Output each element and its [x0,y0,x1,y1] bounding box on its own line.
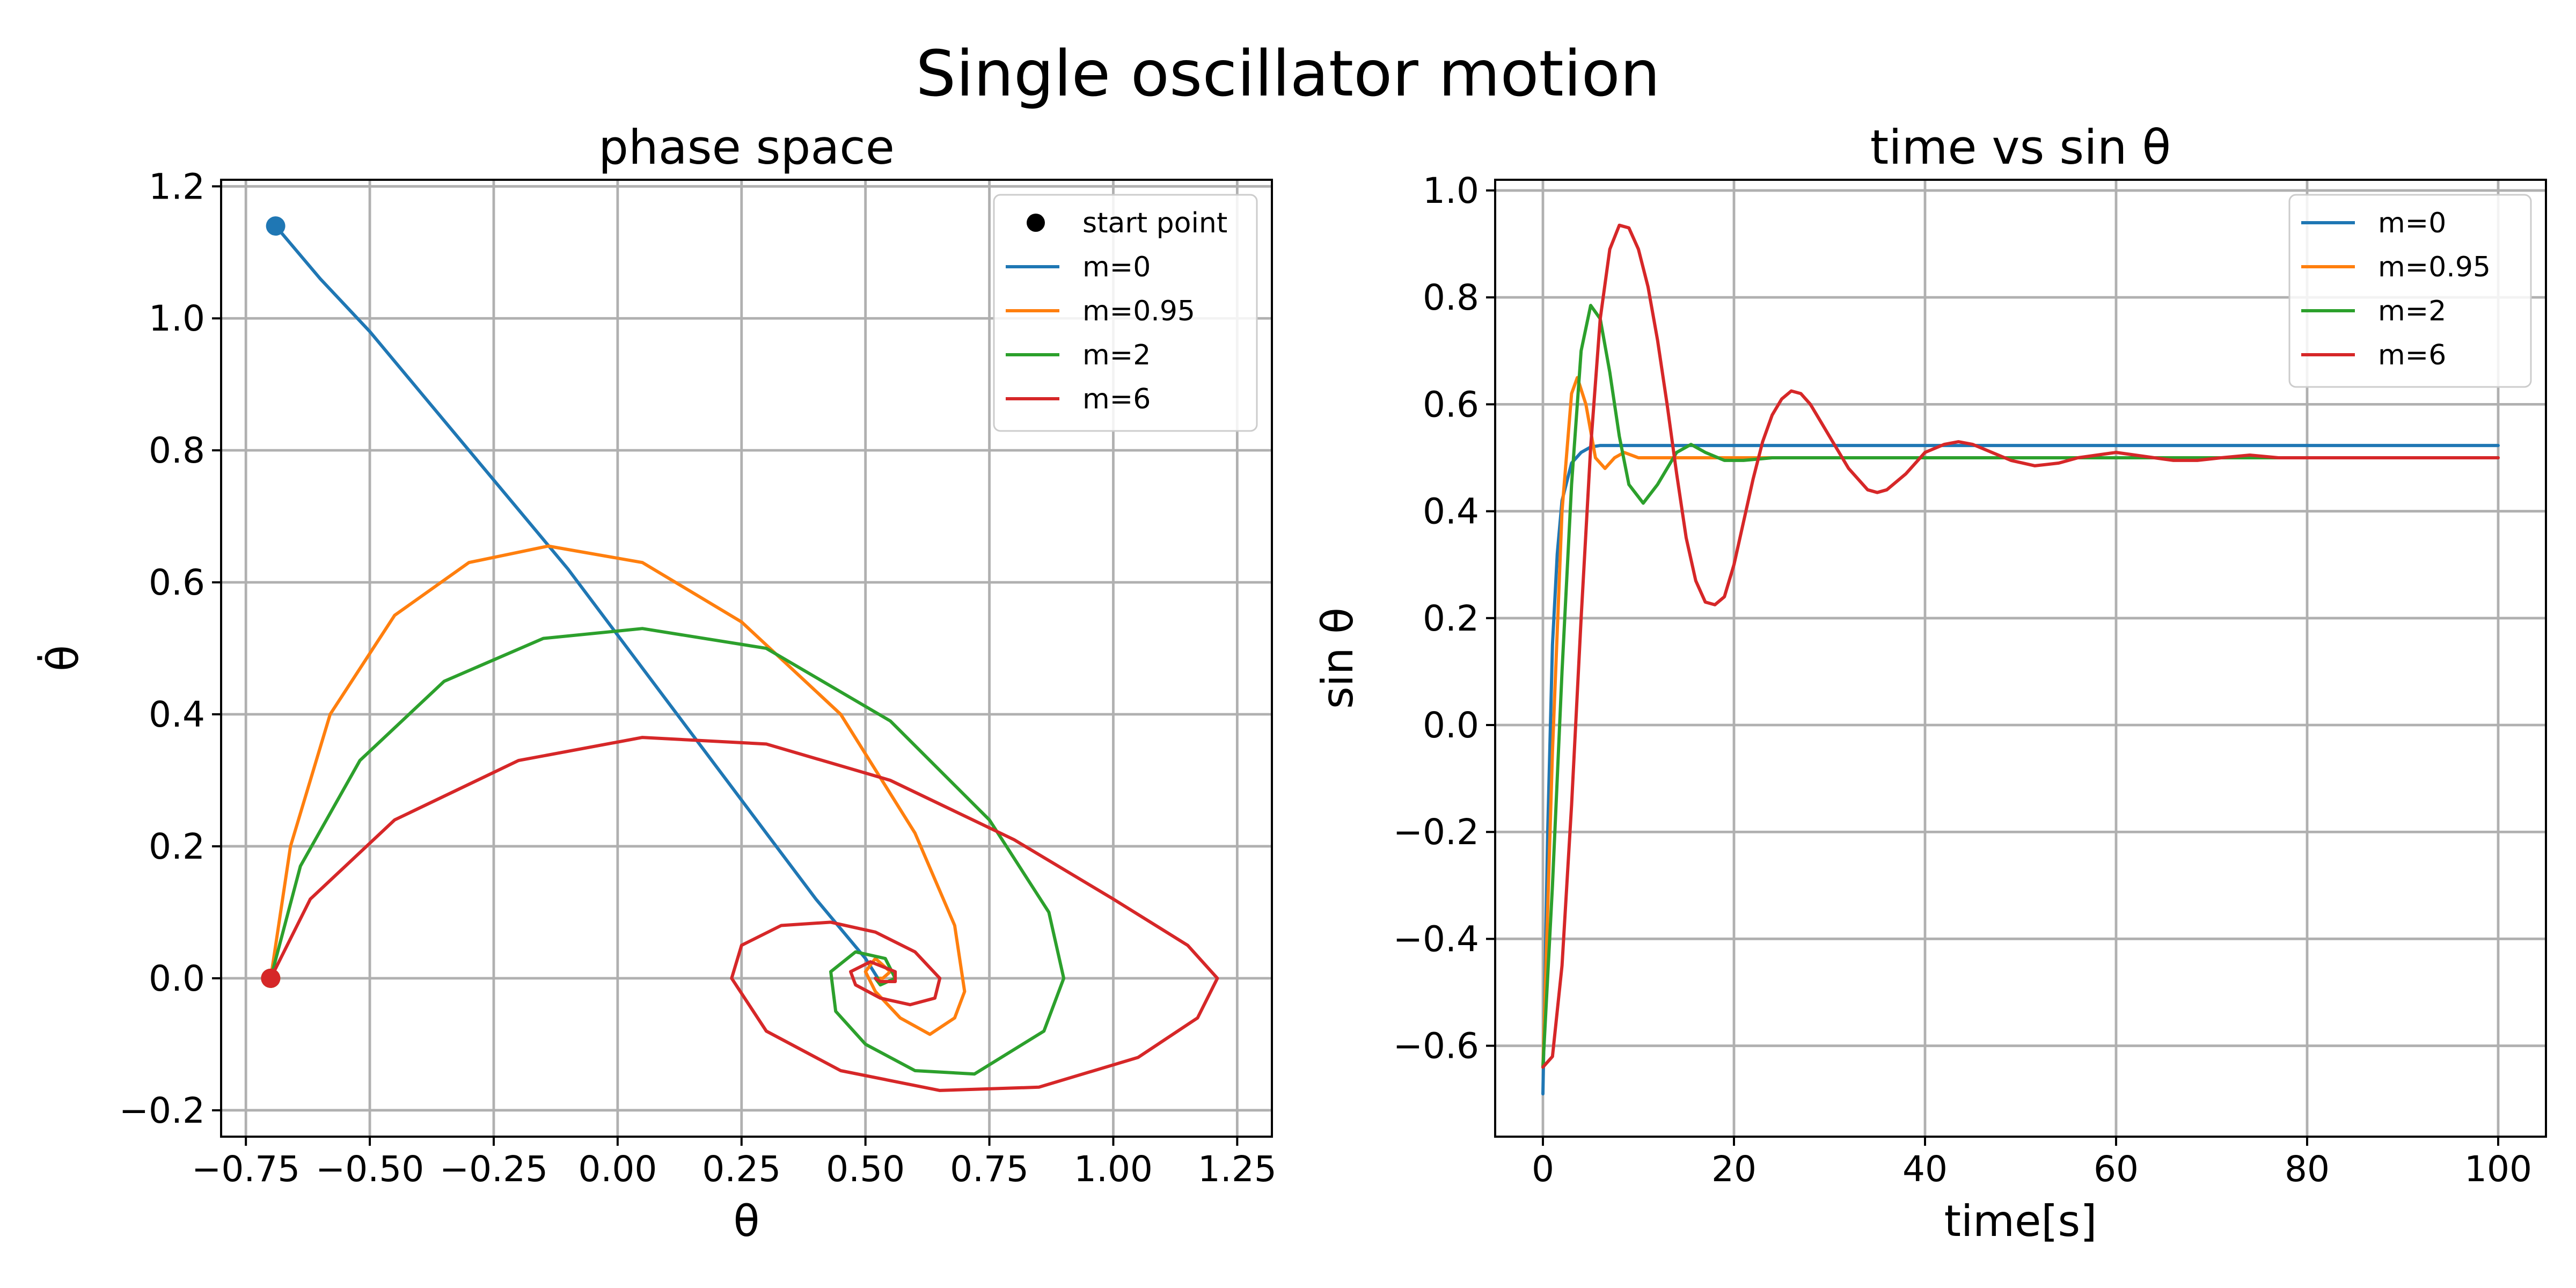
x-tick-label: 20 [1711,1148,1757,1190]
series-line-m-0-95 [1541,376,2500,1069]
x-tick-label: 0.50 [826,1148,905,1190]
y-tick-label: 0.0 [1423,705,1479,746]
x-axis-label: time[s] [1944,1196,2097,1246]
series-line-m-6 [1541,223,2500,1069]
legend-label: m=0.95 [2378,251,2491,283]
legend-label: m=2 [2378,295,2446,327]
y-tick-label: 1.2 [149,166,205,207]
legend-box [2288,194,2532,388]
legend: start point m=0 m=0.95 m=2 m=6 [993,194,1258,432]
start-point-marker [266,216,286,236]
y-tick-label: 0.4 [149,694,205,735]
time-vs-sin-axes: 0 20 40 60 80 100 −0.6 −0.4 −0.2 0.0 0.2 0.4 0.6 0.8 1… [1313,120,2547,1246]
figure-title: Single oscillator motion [916,36,1660,111]
x-tick-label: 60 [2094,1148,2139,1190]
x-tick-label: 1.00 [1074,1148,1153,1190]
x-tick-label: 40 [1902,1148,1948,1190]
x-axis-label: θ [734,1196,760,1246]
phase-space-axes: −0.75 −0.50 −0.25 0.00 0.25 0.50 0.75 1.00 1.25 −… [36,120,1276,1246]
start-point-marker [261,968,281,988]
series-group [1541,223,2500,1096]
series-line-m-2 [269,627,1066,1076]
x-tick-label: 80 [2285,1148,2330,1190]
legend-label: m=6 [1082,383,1151,415]
axes-title: time vs sin θ [1870,120,2171,175]
axes-frame [220,179,1273,1138]
y-axis-label: sin θ [1313,608,1363,709]
legend-label: m=0.95 [1082,295,1195,327]
y-tick-label: 0.6 [149,562,205,603]
axes-title: phase space [598,120,895,175]
x-tick-label: 0.00 [578,1148,657,1190]
y-axis-label: θ̇ [36,645,88,671]
y-tick-label: −0.2 [119,1090,205,1131]
x-tick-label: −0.75 [192,1148,300,1190]
legend-marker-start-point [1027,214,1045,232]
x-tick-label: −0.25 [440,1148,548,1190]
x-tick-label: 0.75 [950,1148,1029,1190]
x-tick-label: 0.25 [702,1148,781,1190]
x-tick-label: 0 [1532,1148,1554,1190]
y-tick-label: 0.8 [1423,277,1479,318]
legend-label: m=2 [1082,339,1151,371]
legend-label: m=0 [2378,207,2446,239]
y-tick-label: 0.4 [1423,491,1479,532]
series-group [269,224,1219,1092]
axes-frame [1494,179,2547,1138]
y-tick-label: 0.8 [149,430,205,471]
series-line-m-2 [1541,304,2500,1069]
y-tick-label: 0.2 [1423,598,1479,639]
y-tick-label: −0.2 [1393,811,1479,853]
series-line-m-6 [269,736,1219,1092]
x-tick-label: −0.50 [316,1148,424,1190]
y-tick-label: 1.0 [149,298,205,339]
legend-label: m=0 [1082,251,1151,283]
y-tick-label: −0.4 [1393,918,1479,960]
y-tick-label: 0.0 [149,958,205,999]
legend: m=0 m=0.95 m=2 m=6 [2288,194,2532,388]
y-tick-label: 0.6 [1423,384,1479,425]
legend-label: start point [1082,207,1227,239]
y-tick-label: 1.0 [1423,170,1479,211]
y-tick-label: −0.6 [1393,1026,1479,1067]
x-tick-label: 100 [2464,1148,2532,1190]
series-line-m-0 [274,224,882,980]
y-tick-label: 0.2 [149,826,205,867]
legend-label: m=6 [2378,339,2446,371]
x-tick-label: 1.25 [1198,1148,1277,1190]
legend-box [993,194,1258,432]
